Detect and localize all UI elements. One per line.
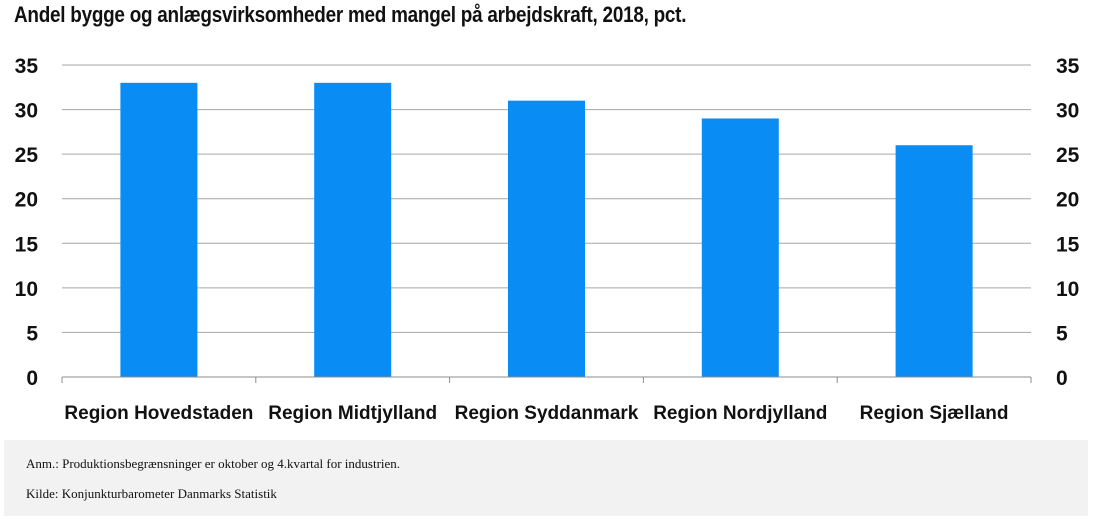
y-tick-label-left: 30 — [15, 100, 38, 123]
x-tick-label: Region Nordjylland — [653, 403, 827, 424]
y-tick-label-right: 35 — [1056, 55, 1080, 78]
y-tick-label-left: 20 — [15, 189, 38, 212]
y-tick-label-right: 30 — [1056, 100, 1079, 123]
bar-chart: 0 5 10 15 20 25 30 35 0 5 10 15 20 25 30 35 Region Hov… — [15, 55, 1080, 424]
chart-title: Andel bygge og anlægsvirksomheder med ma… — [14, 2, 687, 27]
y-tick-label-right: 10 — [1056, 278, 1079, 301]
x-axis — [61, 376, 1032, 383]
y-tick-label-left: 10 — [15, 278, 38, 301]
y-tick-label-right: 5 — [1056, 322, 1068, 345]
bar — [508, 100, 585, 378]
x-tick-label: Region Syddanmark — [455, 403, 639, 424]
y-axis-right: 0 5 10 15 20 25 30 35 — [1056, 55, 1080, 390]
y-tick-label-left: 25 — [15, 144, 39, 167]
y-tick-label-right: 20 — [1056, 189, 1079, 212]
y-tick-label-right: 25 — [1056, 144, 1080, 167]
y-tick-label-left: 5 — [26, 322, 38, 345]
x-tick-label: Region Hovedstaden — [64, 403, 253, 424]
bar — [120, 82, 198, 377]
y-tick-label-right: 15 — [1056, 233, 1080, 256]
note-text: Anm.: Produktionsbegrænsninger er oktobe… — [26, 456, 401, 471]
y-tick-label-left: 35 — [15, 55, 39, 78]
y-axis-left: 0 5 10 15 20 25 30 35 — [15, 55, 39, 390]
y-tick-label-left: 0 — [26, 367, 38, 390]
bar — [314, 82, 392, 377]
source-text: Kilde: Konjunkturbarometer Danmarks Stat… — [26, 486, 277, 501]
bar — [701, 118, 779, 377]
y-tick-label-right: 0 — [1056, 367, 1068, 390]
category-labels: Region Hovedstaden Region Midtjylland Regi… — [64, 403, 1008, 424]
x-tick-label: Region Midtjylland — [268, 403, 437, 424]
y-tick-label-left: 15 — [15, 233, 39, 256]
notes-box: Anm.: Produktionsbegrænsninger er oktobe… — [4, 440, 1088, 516]
bar — [895, 145, 973, 377]
x-tick-label: Region Sjælland — [860, 403, 1009, 424]
bars — [120, 82, 973, 378]
